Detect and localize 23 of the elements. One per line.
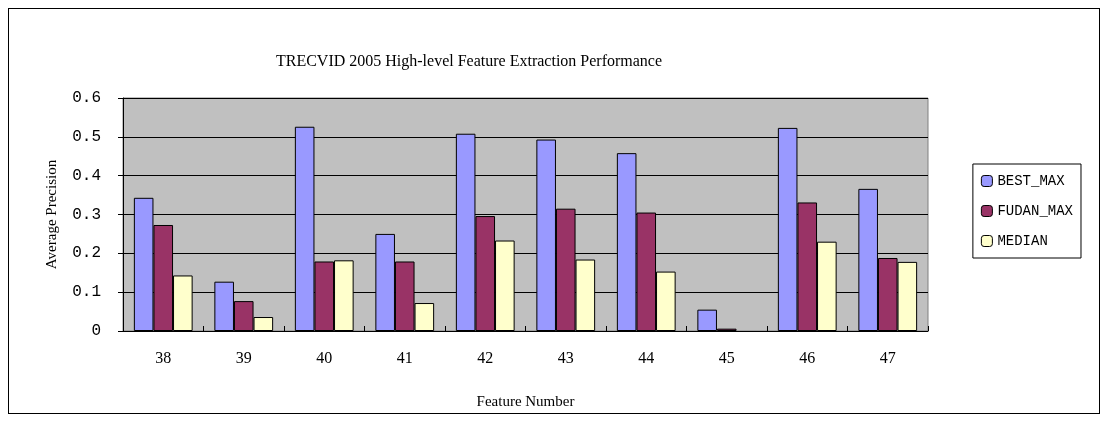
x-axis-title: Feature Number xyxy=(476,392,575,409)
x-tick-label: 43 xyxy=(557,348,574,366)
y-tick-label: 0.4 xyxy=(72,166,101,185)
y-axis-title: Average Precision xyxy=(42,159,59,270)
y-tick-label: 0.1 xyxy=(72,283,101,302)
y-tick-label: 0.3 xyxy=(72,205,101,224)
x-tick-label: 40 xyxy=(316,348,333,366)
legend-label: BEST_MAX xyxy=(997,173,1066,189)
y-tick-label: 0.5 xyxy=(72,127,101,146)
chart-title: TRECVID 2005 High-level Feature Extraction Performance xyxy=(275,51,663,70)
legend-label: MEDIAN xyxy=(997,233,1048,249)
x-tick-label: 45 xyxy=(718,348,735,366)
x-tick-label: 44 xyxy=(638,348,655,366)
y-tick-label: 0 xyxy=(91,322,101,340)
x-tick-label: 38 xyxy=(155,348,172,366)
x-tick-label: 39 xyxy=(235,348,252,366)
x-tick-label: 47 xyxy=(879,348,896,366)
x-tick-label: 46 xyxy=(799,348,816,366)
x-tick-label: 41 xyxy=(396,348,413,366)
y-tick-label: 0.2 xyxy=(72,244,101,263)
legend-label: FUDAN_MAX xyxy=(997,203,1074,219)
y-tick-label: 0.6 xyxy=(72,89,101,107)
x-tick-label: 42 xyxy=(477,348,494,366)
